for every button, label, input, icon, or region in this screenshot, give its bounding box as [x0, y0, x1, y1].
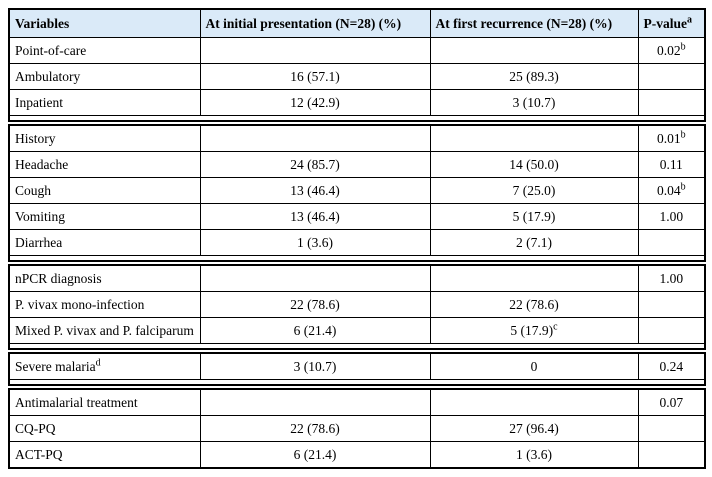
section-separator	[8, 255, 706, 266]
pvalue-cell: 0.01b	[637, 122, 706, 152]
footnote-marker: d	[95, 357, 101, 368]
table-row: P. vivax mono-infection 22 (78.6) 22 (78.6…	[8, 291, 706, 318]
section-separator	[8, 343, 706, 354]
value-cell: 27 (96.4)	[429, 415, 639, 442]
variable-cell: Point-of-care	[8, 37, 201, 64]
pvalue-cell: 1.00	[637, 203, 706, 230]
table-row: Ambulatory 16 (57.1) 25 (89.3)	[8, 63, 706, 90]
variable-cell: Diarrhea	[8, 229, 201, 256]
table-body: Point-of-care 0.02b Ambulatory 16 (57.1) 25 …	[8, 37, 706, 469]
pvalue-cell	[637, 89, 706, 116]
pvalue-cell: 1.00	[637, 262, 706, 292]
value-cell: 1 (3.6)	[199, 229, 431, 256]
pvalue-cell: 0.02b	[637, 37, 706, 64]
section-separator-line	[8, 255, 706, 266]
value-cell: 1 (3.6)	[429, 441, 639, 469]
footnote-marker: a	[687, 14, 692, 25]
value-cell: 6 (21.4)	[199, 441, 431, 469]
pvalue-cell	[637, 291, 706, 318]
value-cell: 16 (57.1)	[199, 63, 431, 90]
pvalue-cell	[637, 63, 706, 90]
value-cell: 24 (85.7)	[199, 151, 431, 178]
value-cell	[199, 386, 431, 416]
value-cell: 3 (10.7)	[199, 350, 431, 380]
footnote-marker: b	[680, 129, 686, 140]
header-row: Variables At initial presentation (N=28) …	[8, 8, 706, 38]
table-row: Headache 24 (85.7) 14 (50.0) 0.11	[8, 151, 706, 178]
pvalue-cell: 0.07	[637, 386, 706, 416]
table-row: History 0.01b	[8, 122, 706, 152]
footnote-marker: b	[680, 41, 686, 52]
table-row: Inpatient 12 (42.9) 3 (10.7)	[8, 89, 706, 116]
value-cell: 22 (78.6)	[199, 415, 431, 442]
value-cell: 5 (17.9)c	[429, 317, 639, 344]
variable-cell: Vomiting	[8, 203, 201, 230]
value-cell: 13 (46.4)	[199, 177, 431, 204]
table-row: Vomiting 13 (46.4) 5 (17.9) 1.00	[8, 203, 706, 230]
table-row: CQ-PQ 22 (78.6) 27 (96.4)	[8, 415, 706, 442]
pvalue-cell	[637, 415, 706, 442]
value-cell	[199, 37, 431, 64]
value-cell: 25 (89.3)	[429, 63, 639, 90]
value-cell	[429, 386, 639, 416]
pvalue-cell	[637, 229, 706, 256]
variable-cell: Severe malariad	[8, 350, 201, 380]
section-separator	[8, 379, 706, 390]
clinical-table: Variables At initial presentation (N=28) …	[8, 8, 706, 469]
section-separator-line	[8, 343, 706, 354]
variable-cell: Inpatient	[8, 89, 201, 116]
variable-cell: Antimalarial treatment	[8, 386, 201, 416]
footnote-marker: b	[680, 181, 686, 192]
variable-cell: Cough	[8, 177, 201, 204]
value-cell	[199, 262, 431, 292]
variable-cell: Mixed P. vivax and P. falciparum	[8, 317, 201, 344]
table-row: Mixed P. vivax and P. falciparum 6 (21.4)…	[8, 317, 706, 344]
variable-cell: Ambulatory	[8, 63, 201, 90]
section-separator	[8, 115, 706, 126]
value-cell: 5 (17.9)	[429, 203, 639, 230]
table-row: Point-of-care 0.02b	[8, 37, 706, 64]
footnote-marker: c	[553, 321, 558, 332]
variable-cell: ACT-PQ	[8, 441, 201, 469]
section-separator-line	[8, 379, 706, 390]
pvalue-cell: 0.24	[637, 350, 706, 380]
table-row: Severe malariad 3 (10.7) 0 0.24	[8, 350, 706, 380]
variable-cell: nPCR diagnosis	[8, 262, 201, 292]
value-cell: 3 (10.7)	[429, 89, 639, 116]
value-cell	[429, 122, 639, 152]
value-cell: 13 (46.4)	[199, 203, 431, 230]
table-row: nPCR diagnosis 1.00	[8, 262, 706, 292]
table-row: Cough 13 (46.4) 7 (25.0) 0.04b	[8, 177, 706, 204]
variable-cell: CQ-PQ	[8, 415, 201, 442]
table-row: ACT-PQ 6 (21.4) 1 (3.6)	[8, 441, 706, 469]
value-cell: 7 (25.0)	[429, 177, 639, 204]
value-cell: 22 (78.6)	[429, 291, 639, 318]
table-row: Diarrhea 1 (3.6) 2 (7.1)	[8, 229, 706, 256]
value-cell: 14 (50.0)	[429, 151, 639, 178]
pvalue-cell	[637, 317, 706, 344]
pvalue-cell: 0.04b	[637, 177, 706, 204]
value-cell: 6 (21.4)	[199, 317, 431, 344]
value-cell	[199, 122, 431, 152]
value-cell: 0	[429, 350, 639, 380]
variable-cell: Headache	[8, 151, 201, 178]
table-row: Antimalarial treatment 0.07	[8, 386, 706, 416]
column-header: P-valuea	[637, 8, 706, 38]
value-cell: 12 (42.9)	[199, 89, 431, 116]
column-header: At initial presentation (N=28) (%)	[199, 8, 431, 38]
variable-cell: History	[8, 122, 201, 152]
value-cell	[429, 262, 639, 292]
column-header: Variables	[8, 8, 201, 38]
value-cell: 2 (7.1)	[429, 229, 639, 256]
column-header: At first recurrence (N=28) (%)	[429, 8, 639, 38]
section-separator-line	[8, 115, 706, 126]
variable-cell: P. vivax mono-infection	[8, 291, 201, 318]
pvalue-cell: 0.11	[637, 151, 706, 178]
value-cell: 22 (78.6)	[199, 291, 431, 318]
pvalue-cell	[637, 441, 706, 469]
value-cell	[429, 37, 639, 64]
